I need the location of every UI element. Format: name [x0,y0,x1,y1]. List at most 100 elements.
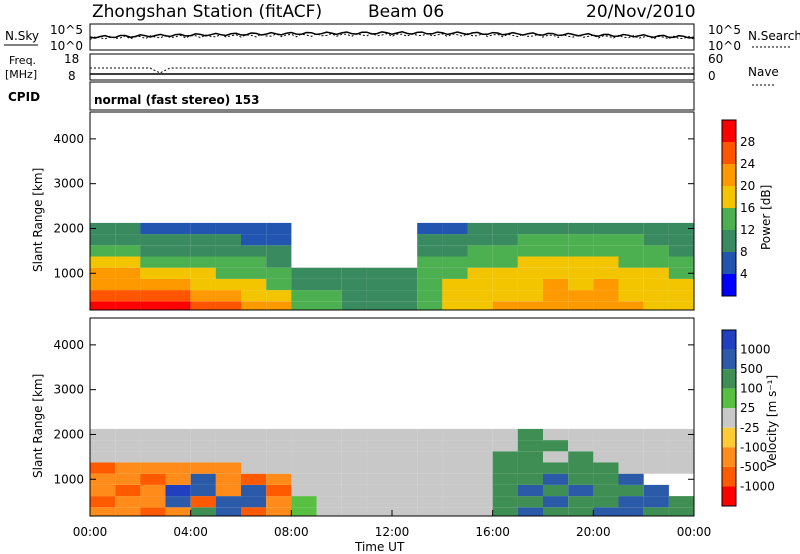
power-cell [190,278,216,291]
power-cell [643,245,669,257]
colorbar-frame [721,119,737,297]
power-cell [568,278,594,291]
velocity-cell [417,496,443,508]
velocity-cell [366,484,392,497]
power-cell [467,301,493,310]
velocity-cell [392,440,418,452]
velocity-cell [190,473,216,485]
velocity-cell [442,428,468,441]
power-cell [341,267,367,279]
power-cell [668,222,694,235]
power-cell [593,234,619,246]
velocity-cell [492,473,518,485]
velocity-cell [266,484,292,497]
velocity-cell [291,496,317,508]
velocity-cell [140,462,166,474]
power-cell [190,267,216,279]
power-cell [215,301,241,310]
velocity-cell [341,496,367,508]
velocity-cell [291,428,317,441]
power-cell [467,222,493,235]
power-cell [643,290,669,302]
power-cell [568,245,594,257]
colorbar-swatch [722,186,736,208]
velocity-cell [115,507,141,516]
power-cell [215,267,241,279]
velocity-cell [543,507,569,516]
power-cell [618,256,644,268]
velocity-cell [618,451,644,463]
colorbar-tick-label: 1000 [740,343,771,357]
power-cell [190,290,216,302]
power-cell [90,290,116,302]
velocity-cell [442,496,468,508]
x-tick-label: 00:00 [677,525,712,539]
power-cell [392,290,418,302]
velocity-cell [467,496,493,508]
colorbar-tick-label: 16 [740,201,755,215]
velocity-cell [140,440,166,452]
noise-panel-frame [89,23,695,51]
power-cell [190,256,216,268]
power-cell [241,290,267,302]
velocity-cell [266,428,292,441]
velocity-cell [215,484,241,497]
velocity-y-axis: 4000 3000 2000 1000 [53,338,694,486]
power-cell [643,301,669,310]
nave-tick-bottom: 0 [708,69,716,83]
power-cell [417,278,443,291]
velocity-cell [442,473,468,485]
velocity-cell [115,462,141,474]
velocity-cell [215,440,241,452]
power-cell [492,245,518,257]
velocity-cell [165,462,191,474]
power-cell [140,267,166,279]
power-cell [316,301,342,310]
velocity-cell [266,473,292,485]
power-cell [543,245,569,257]
velocity-cell [442,484,468,497]
y-tick-label: 3000 [53,177,84,191]
velocity-cell [618,496,644,508]
power-cell [140,278,166,291]
power-cell [90,267,116,279]
velocity-cell [140,451,166,463]
velocity-cell [165,507,191,516]
velocity-cell [417,473,443,485]
power-cell [593,256,619,268]
velocity-cell [241,496,267,508]
beam-label: Beam 06 [368,2,444,22]
colorbar-swatch [722,274,736,296]
power-cell [618,267,644,279]
velocity-cell [668,496,694,508]
power-cell [115,267,141,279]
velocity-cell [593,484,619,497]
power-cell [115,278,141,291]
velocity-cell [517,462,543,474]
power-y-axis: 4000 3000 2000 1000 [53,132,694,280]
velocity-cell [392,484,418,497]
power-cell [517,234,543,246]
power-cell [140,222,166,235]
velocity-cell [140,484,166,497]
velocity-cell [618,507,644,516]
power-cell [668,301,694,310]
power-cell [165,278,191,291]
velocity-cell [291,473,317,485]
power-cell [266,290,292,302]
velocity-cell [341,484,367,497]
power-cell [492,267,518,279]
power-cell [215,234,241,246]
cpid-panel-frame [89,81,695,111]
power-cell [618,290,644,302]
nave-label: Nave [748,65,779,79]
nsky-label: N.Sky [5,29,39,43]
colorbar-swatch [722,120,736,142]
velocity-cell [543,496,569,508]
power-cell [593,290,619,302]
velocity-cell [366,462,392,474]
velocity-cell [392,473,418,485]
cpid-label: CPID [8,90,40,104]
noise-tick-right-top: 10^5 [708,23,741,37]
